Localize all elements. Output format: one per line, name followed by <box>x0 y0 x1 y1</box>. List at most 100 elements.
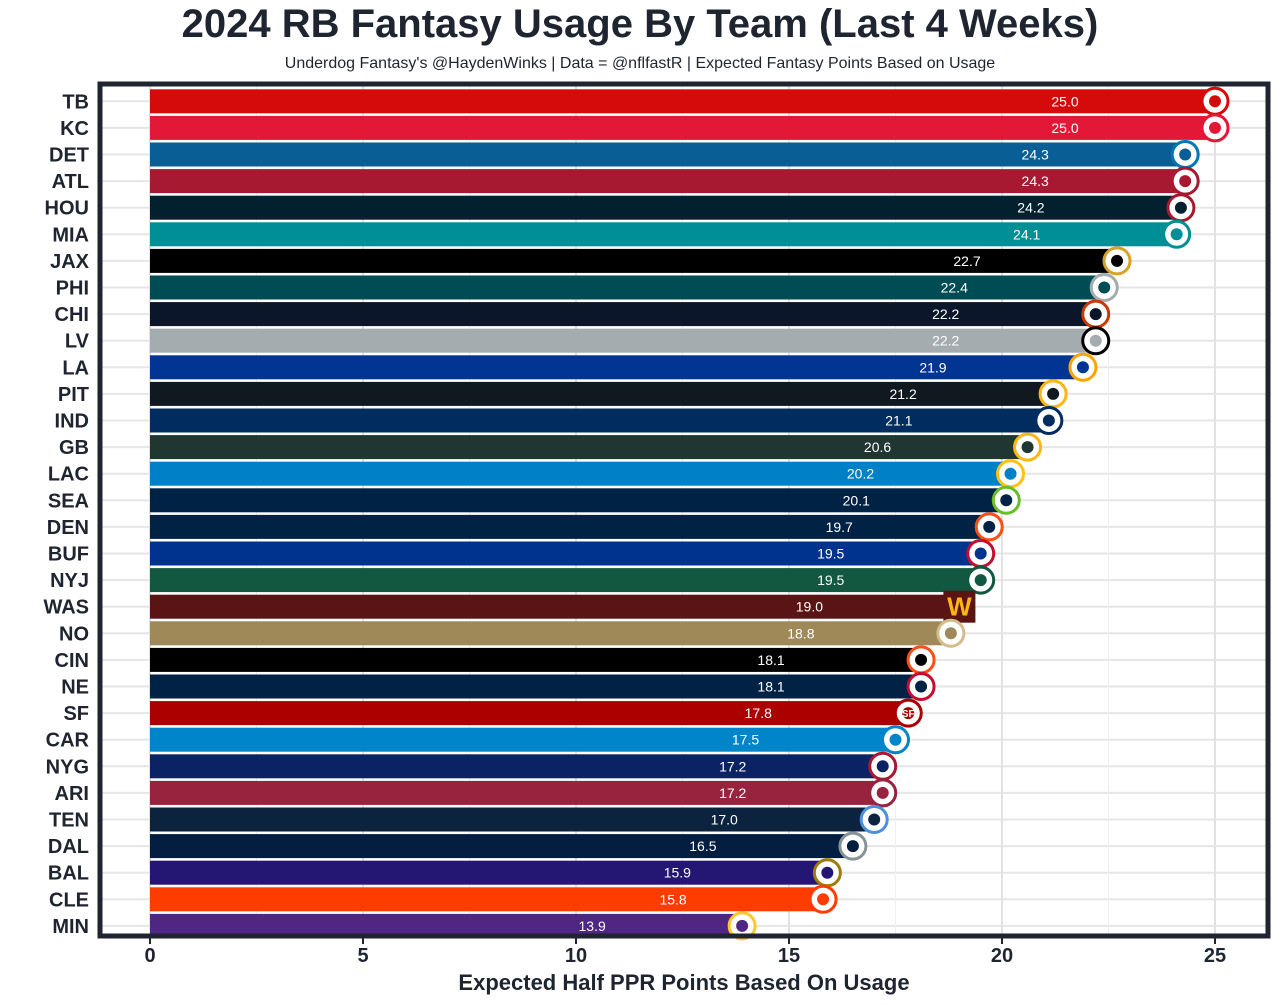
bar-buf <box>150 541 981 566</box>
bar-cin <box>150 647 922 672</box>
value-label: 25.0 <box>1051 120 1078 136</box>
team-logo-core <box>1089 308 1102 321</box>
bar-ari <box>150 780 883 805</box>
team-logo-core <box>915 680 928 693</box>
bar-bal <box>150 860 828 885</box>
bar-sea <box>150 488 1007 513</box>
bars <box>150 89 1215 938</box>
y-tick-label: TEN <box>49 810 89 832</box>
x-tick-label: 15 <box>778 945 800 967</box>
team-logo-core <box>1098 281 1111 294</box>
team-logo-core <box>876 760 889 773</box>
value-label: 21.9 <box>919 359 946 375</box>
y-tick-label: GB <box>59 437 89 459</box>
y-tick-label: HOU <box>45 198 89 220</box>
value-label: 22.7 <box>953 253 980 269</box>
bar-hou <box>150 195 1181 220</box>
y-tick-label: MIA <box>52 224 89 246</box>
bar-cle <box>150 887 824 912</box>
bar-kc <box>150 115 1215 140</box>
value-label: 17.0 <box>711 812 738 828</box>
team-logo-core <box>1209 95 1221 108</box>
value-label: 25.0 <box>1051 93 1078 109</box>
team-logo-core <box>1021 441 1034 454</box>
team-logo-core <box>1209 121 1221 134</box>
bar-den <box>150 514 990 539</box>
value-label: 18.8 <box>787 625 814 641</box>
y-tick-label: LAC <box>48 464 89 486</box>
y-tick-label: SF <box>63 703 89 725</box>
team-logo-core <box>736 919 749 932</box>
bar-dal <box>150 834 853 859</box>
y-tick-label: NYJ <box>50 570 89 592</box>
team-logo-core <box>1179 175 1192 188</box>
y-tick-label: CHI <box>55 304 89 326</box>
team-logo-core <box>983 520 996 533</box>
x-axis-ticks: 0 5 10 15 20 25 <box>144 938 1226 967</box>
team-logo-core <box>1111 254 1124 267</box>
y-tick-label: DAL <box>48 836 89 858</box>
value-label: 16.5 <box>689 838 716 854</box>
value-label: 19.5 <box>817 572 844 588</box>
team-logo-core <box>1174 201 1187 214</box>
y-tick-label: WAS <box>43 597 89 619</box>
team-logo-core <box>889 733 902 746</box>
bar-mia <box>150 222 1177 247</box>
team-logo-core <box>846 840 859 853</box>
y-tick-label: PIT <box>58 384 89 406</box>
bar-tb <box>150 89 1215 114</box>
bar-phi <box>150 275 1105 300</box>
bar-lac <box>150 461 1011 486</box>
team-logo-icon <box>943 590 976 623</box>
bar-ten <box>150 807 875 832</box>
y-tick-label: CAR <box>46 730 90 752</box>
value-label: 15.9 <box>664 865 691 881</box>
plot-border <box>97 81 1271 939</box>
y-tick-label: CIN <box>55 650 89 672</box>
team-logo-core <box>1047 387 1060 400</box>
value-label: 21.1 <box>885 413 912 429</box>
bar-jax <box>150 248 1118 273</box>
bar-car <box>150 727 896 752</box>
x-tick-label: 0 <box>144 945 155 967</box>
value-label: 20.2 <box>847 466 874 482</box>
value-label: 15.8 <box>659 891 686 907</box>
bar-ind <box>150 408 1049 433</box>
value-label: 18.1 <box>757 652 784 668</box>
y-tick-label: CLE <box>49 889 89 911</box>
y-tick-label: MIN <box>52 916 89 938</box>
x-tick-label: 25 <box>1204 945 1226 967</box>
team-logo-core <box>817 893 830 906</box>
y-tick-label: NYG <box>46 756 89 778</box>
team-logo-core <box>902 707 915 720</box>
value-label: 13.9 <box>579 918 606 934</box>
team-logo-core <box>821 866 834 879</box>
bar-pit <box>150 381 1054 406</box>
value-label: 24.3 <box>1022 147 1049 163</box>
y-axis-labels: TB KC DET ATL HOU MIA JAX PHI CHI LV LA PIT IND GB LAC… <box>43 91 89 938</box>
y-tick-label: BAL <box>48 863 89 885</box>
y-tick-label: SEA <box>48 490 89 512</box>
team-logos: W SF <box>727 86 1230 941</box>
team-logo-core <box>868 813 881 826</box>
team-logo-core <box>1089 334 1102 347</box>
value-label: 24.3 <box>1022 173 1049 189</box>
bar-det <box>150 142 1186 167</box>
chart-title: 2024 RB Fantasy Usage By Team (Last 4 We… <box>181 2 1099 46</box>
value-label: 21.2 <box>889 386 916 402</box>
y-tick-label: NO <box>59 623 89 645</box>
value-label: 22.4 <box>941 280 968 296</box>
bar-ne <box>150 674 922 699</box>
y-tick-label: ARI <box>55 783 89 805</box>
bar-atl <box>150 169 1186 194</box>
team-logo-letter: SF <box>902 709 915 720</box>
team-logo-core <box>974 547 987 560</box>
x-tick-label: 5 <box>357 945 368 967</box>
x-tick-label: 10 <box>565 945 587 967</box>
value-label: 19.0 <box>796 599 823 615</box>
team-logo-core <box>1179 148 1192 161</box>
y-tick-label: BUF <box>48 544 89 566</box>
chart-subtitle: Underdog Fantasy's @HaydenWinks | Data =… <box>284 55 996 72</box>
x-tick-label: 20 <box>991 945 1013 967</box>
